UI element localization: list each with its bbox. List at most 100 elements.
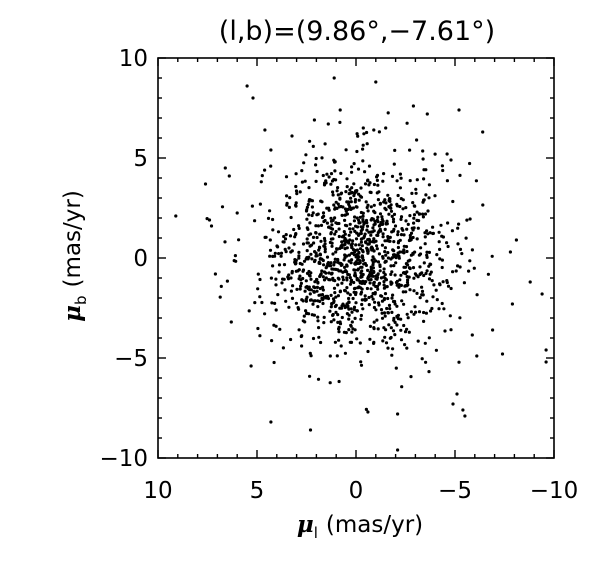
data-point — [333, 279, 337, 283]
data-point — [329, 172, 334, 176]
data-point — [408, 214, 412, 218]
data-point — [311, 235, 316, 239]
data-point — [335, 354, 339, 358]
data-point — [294, 261, 298, 265]
data-point — [361, 258, 365, 262]
data-point — [391, 248, 395, 252]
data-point — [386, 236, 390, 240]
data-point — [357, 250, 361, 255]
data-point — [309, 288, 313, 292]
data-point — [440, 301, 444, 306]
data-point — [347, 313, 351, 317]
data-point — [365, 130, 369, 135]
data-point — [410, 226, 414, 230]
data-point — [249, 364, 253, 368]
data-point — [346, 291, 350, 295]
data-point — [324, 294, 328, 298]
data-point — [423, 341, 427, 345]
data-point — [309, 252, 313, 256]
data-point — [437, 240, 441, 244]
y-tick-label: −10 — [99, 446, 148, 472]
data-point — [384, 208, 388, 212]
data-point — [277, 270, 281, 274]
data-point — [319, 239, 323, 243]
data-point — [401, 290, 405, 294]
data-point — [347, 300, 351, 304]
data-point — [312, 241, 316, 245]
data-point — [317, 261, 321, 265]
data-point — [271, 264, 275, 268]
data-point — [329, 231, 333, 235]
data-point — [442, 307, 446, 311]
data-point — [411, 235, 415, 240]
data-point — [418, 265, 422, 269]
data-point — [289, 276, 293, 280]
data-point — [400, 385, 404, 389]
data-point — [409, 375, 413, 379]
data-point — [312, 289, 316, 294]
data-point — [270, 301, 274, 305]
data-point — [491, 328, 495, 332]
data-point — [337, 277, 341, 281]
data-point — [364, 218, 369, 223]
data-point — [399, 328, 403, 332]
data-point — [354, 301, 358, 305]
data-point — [314, 251, 318, 255]
data-point — [359, 290, 364, 294]
data-point — [392, 212, 397, 216]
data-point — [412, 221, 416, 225]
data-point — [332, 286, 337, 290]
data-point — [334, 200, 338, 204]
data-point — [348, 222, 352, 226]
data-point — [376, 183, 380, 187]
data-point — [372, 237, 376, 241]
data-point — [374, 80, 378, 84]
data-point — [431, 295, 435, 299]
data-point — [332, 318, 336, 322]
data-point — [380, 243, 384, 247]
data-point — [290, 296, 295, 300]
data-point — [418, 252, 423, 256]
data-point — [174, 214, 178, 218]
data-point — [372, 320, 376, 324]
data-point — [420, 293, 424, 297]
data-point — [328, 381, 332, 385]
data-point — [393, 224, 398, 228]
data-point — [329, 182, 333, 186]
data-point — [223, 240, 227, 244]
data-point — [340, 245, 344, 249]
data-point — [372, 269, 376, 274]
data-point — [203, 182, 208, 186]
data-point — [352, 305, 357, 309]
data-point — [422, 273, 426, 278]
data-point — [310, 205, 314, 209]
data-point — [325, 255, 330, 259]
data-point — [322, 278, 327, 282]
data-point — [404, 290, 408, 294]
data-point — [364, 407, 368, 411]
data-point — [372, 305, 376, 310]
data-point — [397, 285, 401, 289]
data-point — [330, 271, 334, 275]
data-point — [391, 220, 396, 224]
data-point — [329, 305, 333, 309]
data-point — [382, 267, 386, 271]
data-point — [393, 320, 397, 324]
data-point — [350, 206, 354, 210]
data-point — [313, 299, 317, 303]
data-point — [387, 205, 391, 209]
data-point — [323, 242, 327, 246]
data-point — [403, 330, 408, 334]
data-point — [325, 264, 329, 268]
data-point — [317, 335, 321, 339]
data-point — [405, 327, 409, 331]
data-point — [336, 202, 340, 206]
data-point — [315, 285, 319, 289]
data-point — [353, 215, 357, 219]
data-point — [288, 234, 293, 238]
data-point — [322, 236, 327, 241]
data-point — [540, 292, 544, 296]
data-point — [375, 175, 379, 179]
data-point — [402, 302, 406, 306]
data-point — [333, 257, 337, 261]
